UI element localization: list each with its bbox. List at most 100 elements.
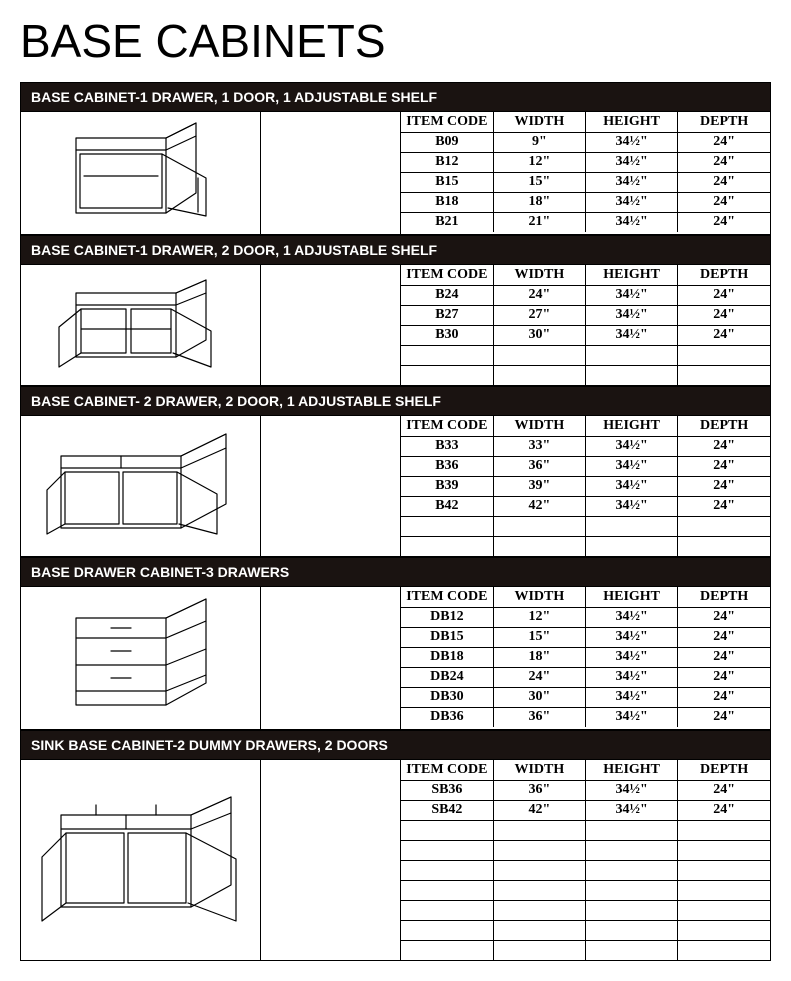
cell-code	[401, 365, 493, 385]
cell-code: B27	[401, 305, 493, 325]
column-header: HEIGHT	[586, 112, 678, 132]
spec-table-container: ITEM CODEWIDTHHEIGHTDEPTHB2424"34½"24"B2…	[401, 265, 770, 385]
cell-depth	[678, 840, 770, 860]
cell-height	[586, 880, 678, 900]
cell-depth: 24"	[678, 607, 770, 627]
cell-code: SB42	[401, 800, 493, 820]
table-row: B2727"34½"24"	[401, 305, 770, 325]
column-header: WIDTH	[493, 112, 585, 132]
cell-depth: 24"	[678, 436, 770, 456]
cell-width: 9"	[493, 132, 585, 152]
cell-height: 34½"	[586, 496, 678, 516]
cell-width: 42"	[493, 800, 585, 820]
table-row: B1515"34½"24"	[401, 172, 770, 192]
spec-table-container: ITEM CODEWIDTHHEIGHTDEPTHB099"34½"24"B12…	[401, 112, 770, 234]
table-row: SB3636"34½"24"	[401, 780, 770, 800]
cell-code	[401, 345, 493, 365]
table-row	[401, 920, 770, 940]
cell-code: B30	[401, 325, 493, 345]
cell-width	[493, 820, 585, 840]
section-body: ITEM CODEWIDTHHEIGHTDEPTHSB3636"34½"24"S…	[20, 760, 771, 961]
cell-code: B42	[401, 496, 493, 516]
column-header: DEPTH	[678, 112, 770, 132]
cell-height: 34½"	[586, 800, 678, 820]
spacer-cell	[261, 265, 401, 385]
cell-depth	[678, 536, 770, 556]
section-body: ITEM CODEWIDTHHEIGHTDEPTHDB1212"34½"24"D…	[20, 587, 771, 730]
cell-height: 34½"	[586, 476, 678, 496]
cell-code	[401, 820, 493, 840]
column-header: DEPTH	[678, 587, 770, 607]
cell-depth: 24"	[678, 212, 770, 232]
cell-height	[586, 820, 678, 840]
table-row	[401, 860, 770, 880]
spec-table: ITEM CODEWIDTHHEIGHTDEPTHB2424"34½"24"B2…	[401, 265, 770, 385]
cell-width: 18"	[493, 192, 585, 212]
column-header: DEPTH	[678, 265, 770, 285]
section-heading: SINK BASE CABINET-2 DUMMY DRAWERS, 2 DOO…	[20, 730, 771, 760]
cell-width: 15"	[493, 627, 585, 647]
cell-depth: 24"	[678, 132, 770, 152]
cell-height: 34½"	[586, 707, 678, 727]
cell-depth	[678, 880, 770, 900]
spacer-cell	[261, 760, 401, 960]
column-header: HEIGHT	[586, 265, 678, 285]
spec-table: ITEM CODEWIDTHHEIGHTDEPTHDB1212"34½"24"D…	[401, 587, 770, 727]
cell-width: 33"	[493, 436, 585, 456]
spacer-cell	[261, 112, 401, 234]
section-heading: BASE CABINET-1 DRAWER, 2 DOOR, 1 ADJUSTA…	[20, 235, 771, 265]
table-row	[401, 516, 770, 536]
spec-table-container: ITEM CODEWIDTHHEIGHTDEPTHB3333"34½"24"B3…	[401, 416, 770, 556]
table-row: DB1515"34½"24"	[401, 627, 770, 647]
column-header: DEPTH	[678, 760, 770, 780]
cell-code: B36	[401, 456, 493, 476]
cell-width	[493, 536, 585, 556]
cell-depth: 24"	[678, 687, 770, 707]
cell-code	[401, 536, 493, 556]
cell-depth	[678, 920, 770, 940]
cell-width: 24"	[493, 285, 585, 305]
cell-code: DB15	[401, 627, 493, 647]
cell-depth: 24"	[678, 285, 770, 305]
cell-depth: 24"	[678, 647, 770, 667]
spec-table-container: ITEM CODEWIDTHHEIGHTDEPTHSB3636"34½"24"S…	[401, 760, 770, 960]
cell-height	[586, 516, 678, 536]
cell-height: 34½"	[586, 627, 678, 647]
table-row	[401, 820, 770, 840]
cell-code	[401, 920, 493, 940]
cabinet-illustration	[21, 587, 261, 729]
cell-width: 30"	[493, 687, 585, 707]
cell-code: DB30	[401, 687, 493, 707]
cell-depth: 24"	[678, 152, 770, 172]
cell-height	[586, 365, 678, 385]
cell-depth: 24"	[678, 707, 770, 727]
cell-width: 12"	[493, 152, 585, 172]
cell-depth: 24"	[678, 496, 770, 516]
column-header: ITEM CODE	[401, 265, 493, 285]
cell-width: 36"	[493, 780, 585, 800]
cell-code	[401, 940, 493, 960]
cell-depth	[678, 820, 770, 840]
cell-height: 34½"	[586, 192, 678, 212]
section-heading: BASE CABINET- 2 DRAWER, 2 DOOR, 1 ADJUST…	[20, 386, 771, 416]
cell-height: 34½"	[586, 667, 678, 687]
cell-height: 34½"	[586, 325, 678, 345]
cell-height	[586, 536, 678, 556]
cell-width	[493, 840, 585, 860]
cell-code: B15	[401, 172, 493, 192]
cell-depth	[678, 860, 770, 880]
cell-code: B18	[401, 192, 493, 212]
spec-table: ITEM CODEWIDTHHEIGHTDEPTHB099"34½"24"B12…	[401, 112, 770, 232]
cabinet-illustration	[21, 112, 261, 234]
cell-depth: 24"	[678, 780, 770, 800]
spec-table-container: ITEM CODEWIDTHHEIGHTDEPTHDB1212"34½"24"D…	[401, 587, 770, 729]
table-row: DB3636"34½"24"	[401, 707, 770, 727]
cell-height	[586, 345, 678, 365]
cell-code: DB24	[401, 667, 493, 687]
cell-height	[586, 860, 678, 880]
cell-code	[401, 860, 493, 880]
table-row: DB1818"34½"24"	[401, 647, 770, 667]
cell-height: 34½"	[586, 152, 678, 172]
table-row	[401, 345, 770, 365]
cell-width: 36"	[493, 707, 585, 727]
